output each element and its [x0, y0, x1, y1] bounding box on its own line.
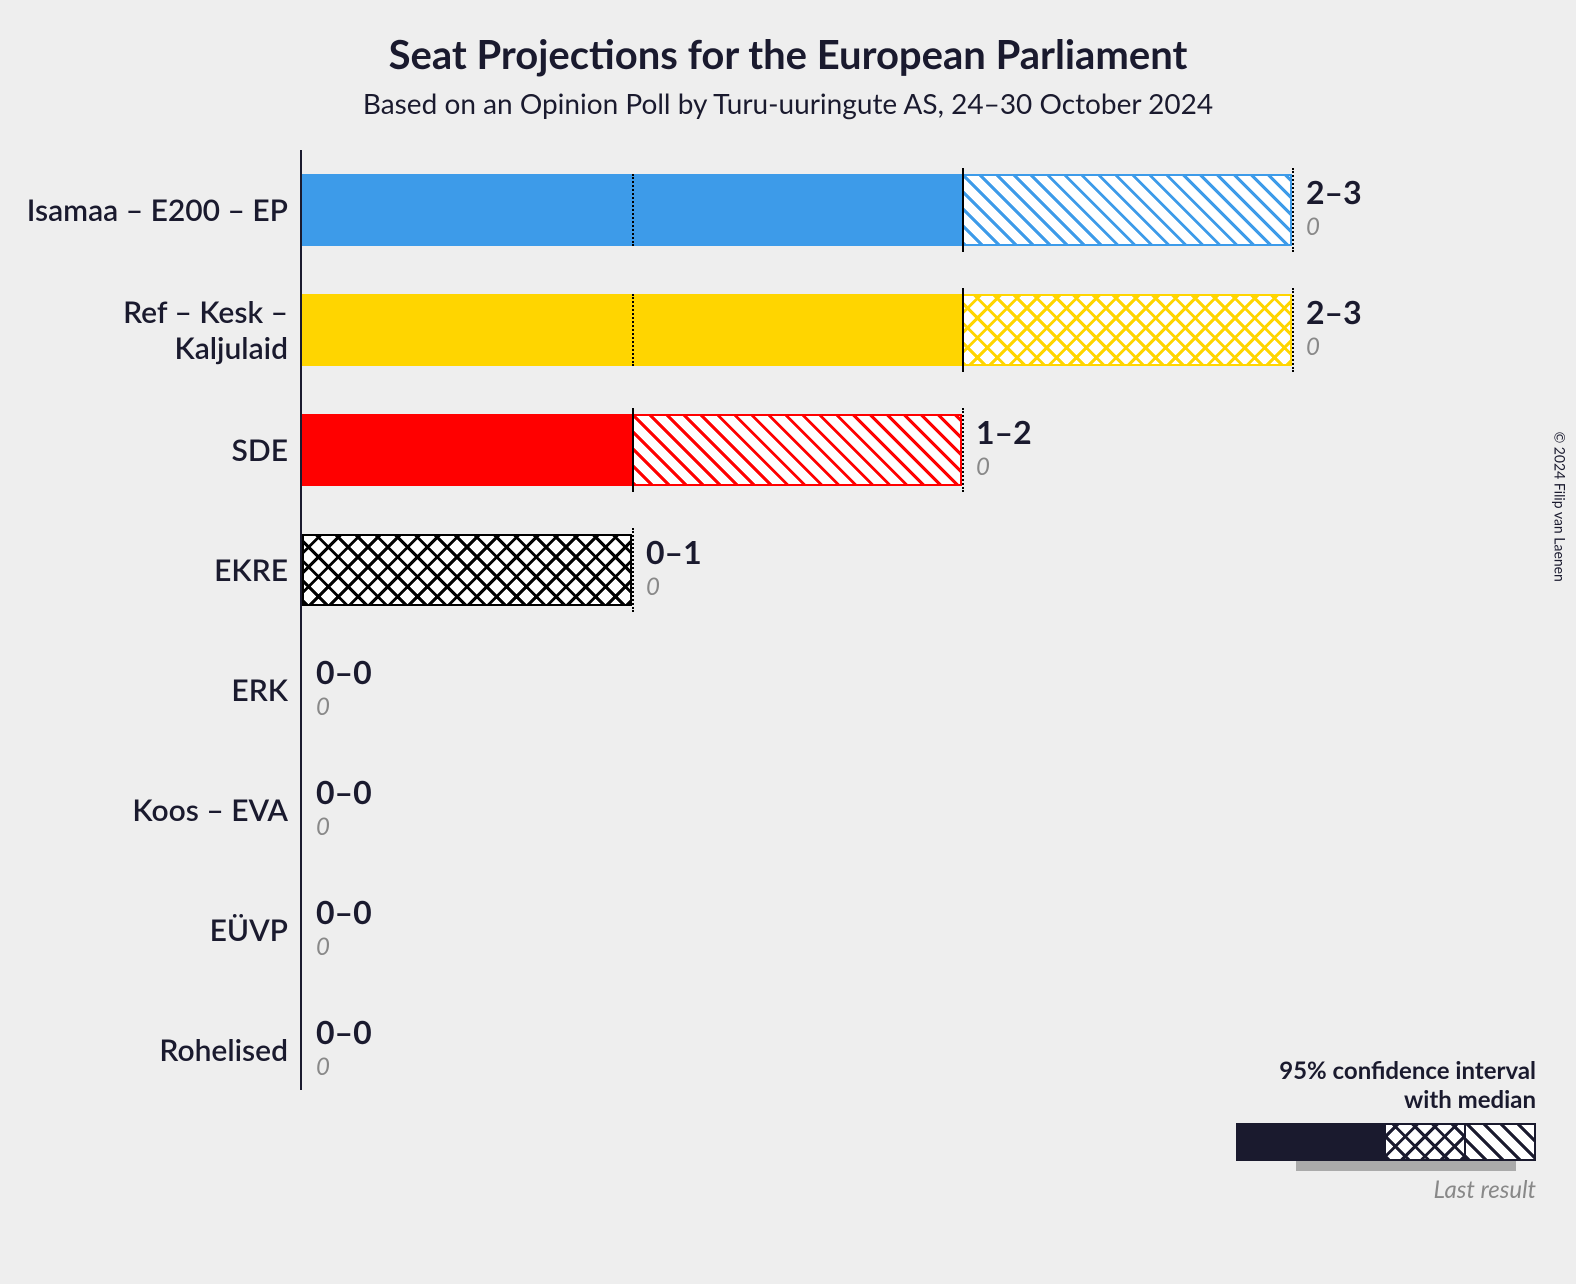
high-tick [1292, 168, 1294, 252]
party-label: Rohelised [8, 1032, 288, 1068]
median-tick [632, 408, 634, 492]
party-label: Ref – Kesk – Kaljulaid [8, 294, 288, 366]
party-label: Isamaa – E200 – EP [8, 192, 288, 228]
bar-ci-upper [632, 414, 962, 486]
chart-row: Koos – EVA0–00 [300, 750, 1500, 870]
legend-cross-pattern [1386, 1123, 1466, 1161]
bar-ci-upper [962, 174, 1292, 246]
high-tick [962, 408, 964, 492]
chart-row: EKRE0–10 [300, 510, 1500, 630]
high-tick [632, 528, 634, 612]
grid-line [632, 294, 634, 366]
legend-solid [1236, 1123, 1386, 1161]
chart-row: SDE1–20 [300, 390, 1500, 510]
chart-row: Ref – Kesk – Kaljulaid2–30 [300, 270, 1500, 390]
party-label: EÜVP [8, 912, 288, 948]
range-label: 0–0 [316, 652, 372, 691]
chart-title: Seat Projections for the European Parlia… [0, 30, 1576, 78]
legend-title: 95% confidence interval with median [1236, 1057, 1536, 1115]
median-tick [962, 168, 964, 252]
last-result-label: 0 [316, 812, 330, 841]
bar-median [302, 414, 632, 486]
last-result-label: 0 [316, 932, 330, 961]
legend-last-bar [1296, 1161, 1516, 1171]
chart-area: Isamaa – E200 – EP2–30Ref – Kesk – Kalju… [300, 150, 1500, 1200]
last-result-label: 0 [316, 692, 330, 721]
grid-line [632, 174, 634, 246]
range-label: 1–2 [976, 412, 1032, 451]
party-label: Koos – EVA [8, 792, 288, 828]
last-result-label: 0 [316, 1052, 330, 1081]
legend-diag-pattern [1466, 1123, 1536, 1161]
copyright-text: © 2024 Filip van Laenen [1551, 432, 1568, 582]
range-label: 0–0 [316, 1012, 372, 1051]
party-label: EKRE [8, 552, 288, 588]
party-label: ERK [8, 672, 288, 708]
last-result-label: 0 [1306, 332, 1320, 361]
range-label: 0–0 [316, 892, 372, 931]
last-result-label: 0 [976, 452, 990, 481]
bar-ci-upper [962, 294, 1292, 366]
party-label: SDE [8, 432, 288, 468]
bar-ci-upper [302, 534, 632, 606]
range-label: 2–3 [1306, 292, 1362, 331]
last-result-label: 0 [1306, 212, 1320, 241]
range-label: 0–1 [646, 532, 702, 571]
high-tick [1292, 288, 1294, 372]
range-label: 0–0 [316, 772, 372, 811]
chart-row: Isamaa – E200 – EP2–30 [300, 150, 1500, 270]
chart-subtitle: Based on an Opinion Poll by Turu-uuringu… [0, 86, 1576, 120]
median-tick [962, 288, 964, 372]
chart-row: EÜVP0–00 [300, 870, 1500, 990]
chart-row: ERK0–00 [300, 630, 1500, 750]
legend-bar [1236, 1123, 1536, 1161]
range-label: 2–3 [1306, 172, 1362, 211]
last-result-label: 0 [646, 572, 660, 601]
legend-last-text: Last result [1236, 1175, 1536, 1204]
legend: 95% confidence interval with median Last… [1236, 1057, 1536, 1204]
